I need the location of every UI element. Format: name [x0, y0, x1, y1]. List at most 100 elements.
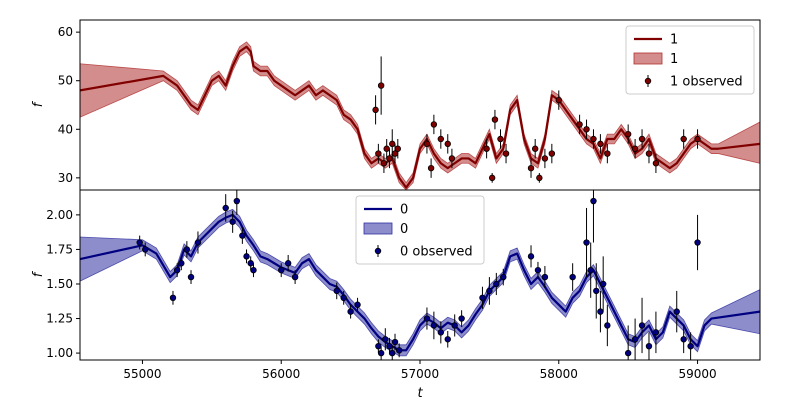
- bottom-observed-point: [604, 322, 611, 329]
- bottom-observed-point: [486, 287, 493, 295]
- bottom-observed-point: [377, 349, 385, 357]
- top-observed-point: [448, 155, 456, 162]
- bottom-legend-label-observed: 0 observed: [400, 245, 473, 260]
- bottom-observed-point: [229, 218, 236, 225]
- top-observed-point: [631, 145, 639, 152]
- bottom-legend: 0 0 0 observed: [355, 195, 485, 265]
- bottom-observed-point: [194, 239, 202, 246]
- bottom-x-tick-label: 59000: [678, 367, 716, 381]
- top-observed-point: [604, 150, 611, 157]
- bottom-x-tick-label: 55000: [123, 367, 161, 381]
- top-observed-point: [531, 145, 539, 152]
- top-legend: 1 1 1 observed: [625, 25, 755, 95]
- top-observed-point: [497, 135, 504, 143]
- top-observed-point: [437, 135, 445, 143]
- bottom-observed-point: [183, 246, 191, 253]
- bottom-observed-point: [239, 232, 246, 239]
- bottom-observed-point: [382, 336, 389, 343]
- top-observed-point: [372, 106, 379, 114]
- top-observed-point: [694, 135, 701, 143]
- top-observed-point: [527, 164, 535, 172]
- bottom-observed-point: [624, 349, 632, 357]
- top-observed-point: [548, 150, 556, 157]
- top-legend-point-swatch: [644, 77, 652, 85]
- top-mean-line: [80, 45, 760, 189]
- bottom-observed-point: [493, 280, 500, 288]
- top-y-tick-label: 40: [58, 122, 73, 136]
- bottom-observed-point: [333, 287, 340, 295]
- bottom-observed-point: [593, 287, 600, 295]
- top-observed-point: [427, 164, 435, 172]
- bottom-y-tick-label: 2.00: [46, 208, 73, 222]
- bottom-y-tick-label: 1.00: [46, 346, 73, 360]
- bottom-observed-point: [527, 253, 535, 260]
- bottom-observed-point: [500, 273, 507, 281]
- bottom-observed-point: [479, 294, 486, 302]
- bottom-observed-point: [430, 322, 438, 329]
- bottom-observed-point: [423, 315, 431, 322]
- bottom-observed-point: [389, 349, 396, 357]
- bottom-observed-point: [652, 329, 660, 336]
- top-y-axis-label: f: [31, 100, 46, 107]
- top-observed-point: [502, 150, 510, 157]
- bottom-observed-point: [347, 308, 354, 315]
- bottom-observed-point: [142, 246, 149, 253]
- bottom-observed-point: [187, 273, 195, 281]
- bottom-observed-point: [587, 266, 594, 274]
- bottom-x-tick-label: 58000: [540, 367, 578, 381]
- top-legend-label-observed: 1 observed: [670, 75, 743, 90]
- top-observed-point: [488, 174, 496, 182]
- bottom-observed-point: [222, 204, 229, 212]
- bottom-observed-point: [386, 342, 393, 350]
- bottom-observed-point: [169, 294, 177, 302]
- top-observed-point: [386, 155, 393, 162]
- top-observed-point: [423, 140, 431, 148]
- top-observed-point: [597, 140, 604, 148]
- bottom-observed-point: [680, 336, 687, 343]
- bottom-observed-point: [597, 308, 604, 315]
- bottom-legend-point-swatch: [374, 247, 382, 255]
- top-observed-point: [377, 82, 385, 89]
- top-observed-point: [576, 121, 583, 128]
- bottom-observed-point: [673, 308, 680, 315]
- bottom-plot-area: [80, 190, 760, 360]
- top-observed-point: [491, 116, 499, 123]
- bottom-observed-point: [391, 338, 399, 346]
- bottom-y-tick-label: 1.50: [46, 277, 73, 291]
- top-observed-point: [541, 155, 549, 162]
- top-observed-point: [375, 150, 382, 157]
- top-legend-label-band: 1: [670, 52, 678, 67]
- bottom-observed-point: [136, 239, 143, 246]
- top-observed-point: [383, 145, 390, 152]
- top-observed-point: [536, 174, 543, 182]
- bottom-legend-box: [355, 195, 485, 265]
- bottom-observed-point: [340, 294, 347, 302]
- bottom-observed-point: [599, 280, 607, 288]
- top-y-tick-label: 30: [58, 171, 73, 185]
- top-confidence-band: [80, 41, 760, 190]
- bottom-observed-point: [631, 336, 639, 343]
- bottom-observed-point: [243, 253, 250, 260]
- bottom-observed-point: [541, 273, 549, 281]
- bottom-y-tick-label: 1.25: [46, 312, 73, 326]
- top-plot-area: [80, 41, 760, 190]
- top-y-tick-label: 50: [58, 74, 73, 88]
- top-legend-box: [625, 25, 755, 95]
- bottom-observed-point: [278, 266, 285, 274]
- bottom-observed-point: [250, 266, 257, 274]
- bottom-legend-band-swatch: [363, 222, 393, 235]
- top-observed-point: [652, 160, 660, 167]
- bottom-observed-point: [233, 197, 241, 205]
- bottom-observed-point: [178, 260, 185, 267]
- bottom-observed-point: [694, 239, 701, 246]
- bottom-observed-point: [247, 260, 254, 267]
- bottom-observed-point: [590, 197, 597, 205]
- bottom-y-axis-label: f: [31, 270, 46, 277]
- bottom-observed-point: [444, 336, 451, 343]
- bottom-observed-point: [451, 322, 458, 329]
- bottom-observed-point: [569, 273, 576, 281]
- top-observed-point: [583, 126, 590, 133]
- top-y-tick-label: 60: [58, 25, 73, 39]
- bottom-observed-point: [687, 342, 694, 350]
